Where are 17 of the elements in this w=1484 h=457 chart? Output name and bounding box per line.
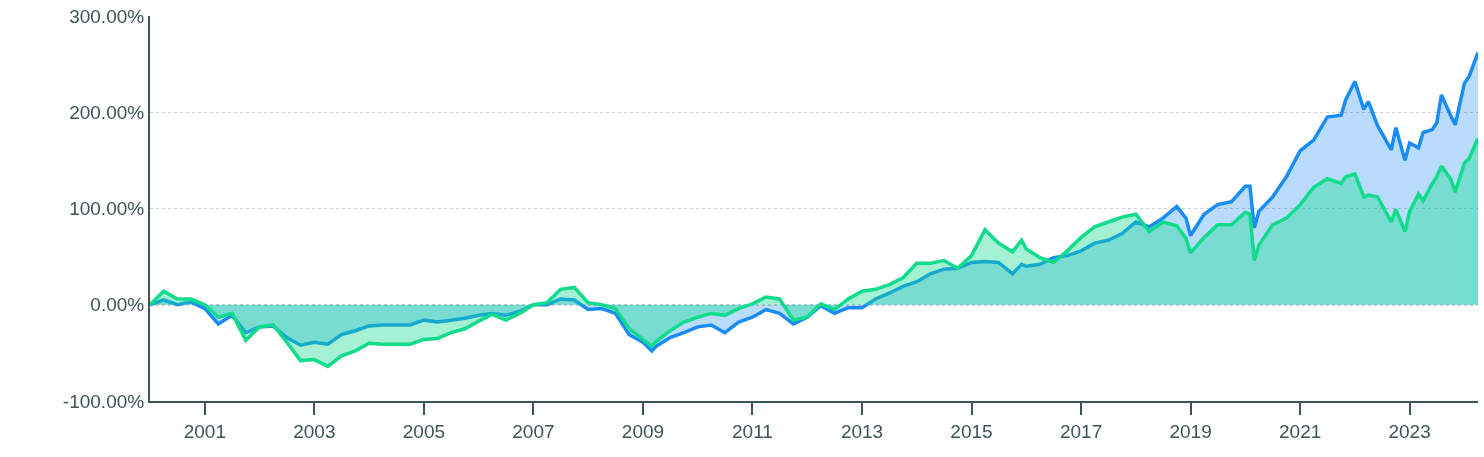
x-tick-label: 2019 [1169, 420, 1212, 442]
x-tick-label: 2011 [732, 420, 773, 442]
x-tick-label: 2007 [512, 420, 555, 442]
x-tick-label: 2021 [1279, 420, 1322, 442]
y-tick-label: 0.00% [90, 294, 145, 316]
x-tick-label: 2009 [621, 420, 665, 442]
y-tick-label: 200.00% [69, 101, 145, 123]
y-tick-label: -100.00% [62, 390, 145, 412]
y-tick-label: 100.00% [69, 198, 145, 220]
x-tick-label: 2005 [402, 420, 446, 442]
x-tick-label: 2003 [293, 420, 336, 442]
x-tick-label: 2015 [950, 420, 993, 442]
x-tick-label: 2001 [183, 420, 227, 442]
x-tick-label: 2023 [1388, 420, 1431, 442]
y-tick-label: 300.00% [69, 5, 145, 27]
x-tick-label: 2013 [840, 420, 884, 442]
x-tick-label: 2017 [1059, 420, 1103, 442]
